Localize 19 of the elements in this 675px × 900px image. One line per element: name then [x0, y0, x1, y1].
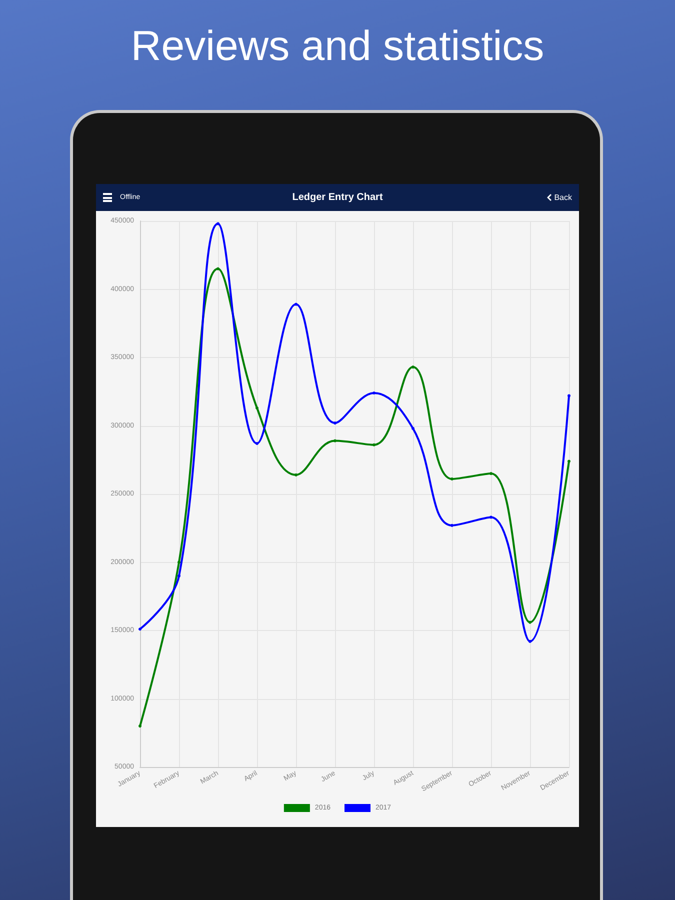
text: Reviews and statistics	[130, 21, 544, 71]
point	[568, 394, 570, 398]
point	[294, 473, 298, 476]
point	[216, 222, 220, 226]
chart-title: Ledger Entry Chart	[292, 191, 383, 204]
line-series	[138, 267, 570, 728]
point	[568, 460, 570, 463]
point	[334, 439, 336, 442]
point	[528, 640, 532, 643]
point	[528, 620, 532, 624]
point	[294, 302, 298, 306]
point	[216, 267, 220, 270]
point	[138, 628, 142, 631]
text: Back	[554, 192, 572, 203]
point	[138, 724, 142, 728]
point	[412, 366, 414, 369]
point	[490, 516, 492, 519]
point	[450, 524, 454, 527]
point	[372, 443, 376, 446]
